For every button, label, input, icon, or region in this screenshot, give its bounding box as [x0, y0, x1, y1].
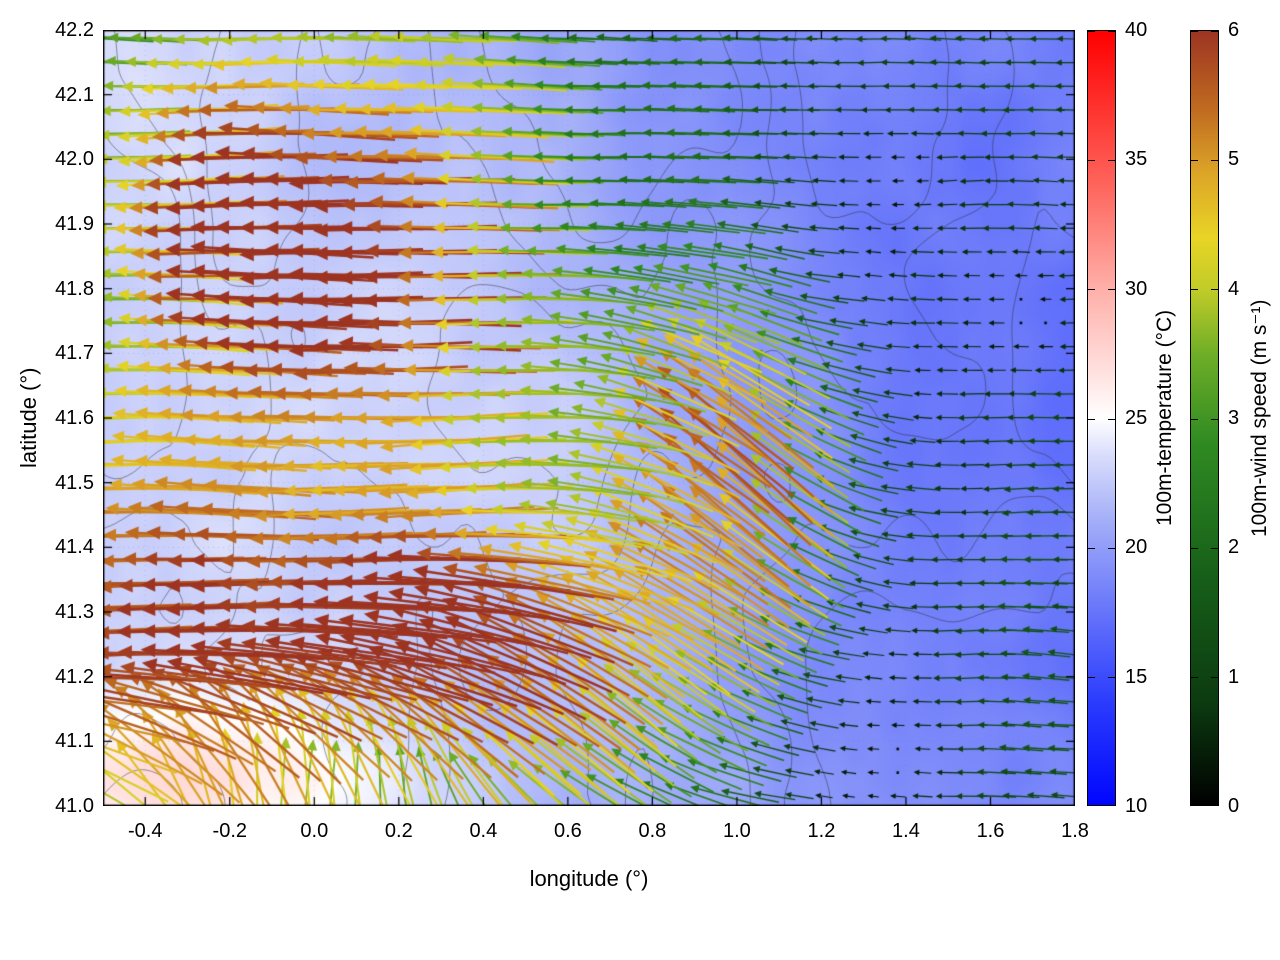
- colorbar-tick-label: 6: [1228, 19, 1240, 41]
- y-tick-label: 41.9: [55, 213, 94, 235]
- y-tick-label: 41.3: [55, 601, 94, 623]
- colorbar-tick-mark: [1088, 289, 1095, 291]
- colorbar-tick-mark: [1191, 289, 1198, 291]
- colorbar-tick-mark: [1211, 31, 1218, 32]
- temperature-colorbar: [1087, 30, 1116, 806]
- colorbar-tick-label: 0: [1228, 795, 1240, 817]
- colorbar-tick-mark: [1108, 289, 1115, 291]
- x-tick-label: -0.2: [212, 820, 248, 842]
- colorbar-tick-label: 35: [1125, 148, 1148, 171]
- colorbar-tick-mark: [1108, 31, 1115, 32]
- x-tick-label: 0.4: [469, 820, 498, 842]
- x-tick-label: 0.8: [638, 820, 667, 842]
- colorbar-tick-mark: [1108, 418, 1115, 420]
- y-tick-label: 42.1: [55, 83, 94, 106]
- x-tick-label: 0.2: [384, 820, 413, 842]
- colorbar-tick-mark: [1108, 159, 1115, 161]
- colorbar-tick-label: 25: [1125, 407, 1148, 429]
- y-tick-label: 41.4: [55, 536, 94, 559]
- x-tick-label: 1.2: [807, 820, 836, 842]
- wind-speed-colorbar: [1190, 30, 1219, 806]
- colorbar-tick-mark: [1211, 805, 1218, 806]
- x-tick-label: 0.6: [553, 820, 582, 842]
- colorbar-tick-mark: [1211, 418, 1218, 420]
- colorbar-tick-mark: [1108, 677, 1115, 679]
- x-tick-label: 1.6: [976, 820, 1005, 842]
- x-tick-label: 1.0: [723, 820, 751, 842]
- y-tick-label: 41.2: [55, 665, 94, 688]
- y-tick-label: 41.1: [55, 730, 94, 753]
- colorbar-tick-mark: [1191, 547, 1198, 549]
- colorbar-tick-mark: [1211, 677, 1218, 679]
- colorbar-tick-mark: [1088, 805, 1095, 806]
- colorbar-tick-label: 40: [1125, 19, 1148, 41]
- map-plot-canvas: [103, 30, 1075, 806]
- x-tick-label: 1.4: [892, 820, 920, 842]
- colorbar-tick-label: 1: [1228, 665, 1240, 688]
- colorbar-tick-mark: [1191, 805, 1198, 806]
- colorbar-tick-mark: [1191, 159, 1198, 161]
- colorbar-tick-mark: [1088, 418, 1095, 420]
- colorbar-tick-label: 3: [1228, 407, 1240, 429]
- colorbar-tick-mark: [1088, 677, 1095, 679]
- colorbar-tick-mark: [1211, 289, 1218, 291]
- colorbar-tick-mark: [1191, 31, 1198, 32]
- colorbar-tick-mark: [1211, 547, 1218, 549]
- colorbar-tick-label: 5: [1228, 148, 1240, 171]
- colorbar-tick-mark: [1088, 31, 1095, 32]
- y-tick-label: 41.6: [55, 407, 94, 429]
- colorbar-tick-mark: [1088, 159, 1095, 161]
- temperature-colorbar-label: 100m-temperature (°C): [1153, 309, 1176, 527]
- x-axis-label: longitude (°): [529, 866, 649, 891]
- colorbar-tick-label: 4: [1228, 277, 1240, 300]
- colorbar-tick-mark: [1211, 159, 1218, 161]
- x-tick-label: 0.0: [300, 820, 329, 842]
- colorbar-tick-mark: [1108, 805, 1115, 806]
- colorbar-tick-mark: [1191, 677, 1198, 679]
- colorbar-tick-label: 30: [1125, 277, 1148, 300]
- colorbar-tick-label: 15: [1125, 665, 1148, 688]
- x-tick-label: -0.4: [128, 820, 163, 842]
- x-tick-label: 1.8: [1061, 820, 1089, 842]
- y-tick-label: 41.0: [55, 795, 94, 817]
- colorbar-tick-mark: [1108, 547, 1115, 549]
- y-tick-label: 41.8: [55, 277, 94, 300]
- colorbar-tick-mark: [1191, 418, 1198, 420]
- y-tick-label: 42.2: [55, 19, 94, 41]
- colorbar-tick-mark: [1088, 547, 1095, 549]
- y-tick-label: 41.5: [55, 471, 94, 494]
- colorbar-tick-label: 2: [1228, 536, 1240, 559]
- colorbar-tick-label: 10: [1125, 795, 1148, 817]
- y-tick-label: 41.7: [55, 342, 94, 365]
- y-tick-label: 42.0: [55, 148, 94, 171]
- wind-speed-colorbar-label: 100m-wind speed (m s⁻¹): [1248, 299, 1271, 537]
- colorbar-tick-label: 20: [1125, 536, 1148, 559]
